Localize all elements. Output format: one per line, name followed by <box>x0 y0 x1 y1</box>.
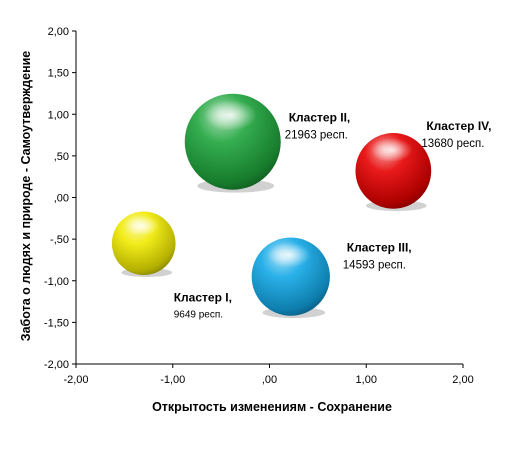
y-tick-label: 2,00 <box>48 26 69 38</box>
bubble-cluster-3 <box>251 237 330 319</box>
bubble-label-name: Кластер III, <box>347 241 412 255</box>
x-tick-label: 2,00 <box>452 374 473 386</box>
x-tick-label: -2,00 <box>63 374 88 386</box>
bubble-highlight <box>267 242 311 268</box>
x-tick-label: -1,00 <box>160 374 185 386</box>
bubble-label-count: 13680 респ. <box>421 138 484 150</box>
y-tick-label: -1,00 <box>44 276 69 288</box>
bubble-label-count: 21963 респ. <box>285 130 348 142</box>
y-tick-label: -1,50 <box>44 317 69 329</box>
y-tick-label: ,00 <box>54 193 69 205</box>
y-tick-label: 1,00 <box>48 109 69 121</box>
x-axis-title: Открытость изменениям - Сохранение <box>152 400 392 414</box>
x-tick-label: 1,00 <box>356 374 377 386</box>
bubble-label-name: Кластер I, <box>174 290 232 304</box>
bubble-label-count: 14593 респ. <box>343 260 406 272</box>
bubble-highlight <box>124 215 160 236</box>
y-ticks: 2,00 1,50 1,00 ,50 ,00 -,50 -1,00 -1,50 -2,00 <box>44 26 76 371</box>
y-tick-label: ,50 <box>54 151 69 163</box>
bubble-label-name: Кластер II, <box>289 111 351 125</box>
bubble-labels: Кластер I, 9649 респ. Кластер II, 21963 рес… <box>174 111 492 321</box>
bubble-highlight <box>203 99 257 131</box>
y-tick-label: 1,50 <box>48 68 69 80</box>
x-ticks: -2,00 -1,00 ,00 1,00 2,00 <box>63 364 474 386</box>
y-tick-label: -,50 <box>50 234 69 246</box>
bubble-cluster-1 <box>111 211 176 278</box>
bubble-highlight <box>370 137 413 163</box>
y-tick-label: -2,00 <box>44 359 69 371</box>
bubble-label-name: Кластер IV, <box>426 119 491 133</box>
bubble-label-count: 9649 респ. <box>174 309 223 320</box>
y-axis-title: Забота о людях и природе - Самоутвержден… <box>19 51 33 342</box>
bubbles <box>111 93 432 319</box>
bubble-cluster-2 <box>184 93 281 193</box>
x-tick-label: ,00 <box>262 374 277 386</box>
bubble-cluster-4 <box>355 132 432 212</box>
